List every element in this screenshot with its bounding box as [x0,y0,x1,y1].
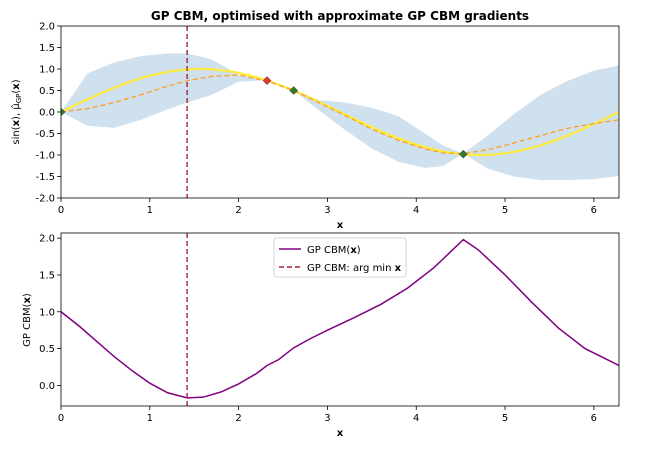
top-y-tick-label: -1.5 [35,172,55,183]
sample-point-marker [262,76,272,85]
sample-point-marker [458,149,468,159]
bottom-x-ticks: 0 1 2 3 4 5 6 [58,406,597,424]
top-y-tick-label: 0.5 [39,86,55,97]
bottom-y-tick-label: 1.0 [39,307,55,318]
confidence-band [61,53,619,180]
bottom-ylabel-part-2: ) [22,293,33,297]
bottom-y-axis-label: GP CBM(x) [22,293,33,347]
top-y-tick-label: 0.0 [39,108,55,119]
bottom-x-tick-label: 5 [502,413,508,424]
bottom-y-tick-label: 1.5 [39,270,55,281]
top-y-ticks: -2.0 -1.5 -1.0 -0.5 0.0 0.5 1.0 1.5 2.0 [35,22,61,205]
bottom-y-tick-label: 0.5 [39,344,55,355]
legend-entry-argmin: GP CBM: arg min x [307,263,402,274]
bottom-x-tick-label: 0 [58,413,64,424]
sample-point-marker [289,86,299,95]
bottom-x-axis-label: x [337,428,344,439]
bottom-y-tick-label: 0.0 [39,381,55,392]
bottom-x-tick-label: 4 [413,413,419,424]
top-ylabel-part-3: μ̂ [10,103,22,110]
top-ylabel-part-0: sin( [11,126,22,144]
series-sin-line [61,67,619,157]
legend-0-part-1: x [350,245,357,256]
top-plot-title: GP CBM, optimised with approximate GP CB… [151,9,529,23]
legend: GP CBM(x) GP CBM: arg min x [273,237,407,278]
bottom-x-tick-label: 3 [324,413,330,424]
top-y-axis-label: sin(x), μ̂GP(x) [10,79,23,144]
top-y-tick-label: 1.0 [39,65,55,76]
legend-1-part-1: x [395,263,402,274]
legend-1-part-0: GP CBM: arg min [307,263,395,274]
bottom-x-tick-label: 6 [591,413,597,424]
top-x-tick-label: 5 [502,205,508,216]
top-x-tick-label: 1 [147,205,153,216]
top-x-tick-label: 6 [591,205,597,216]
series-gp-cbm-line [61,238,619,399]
top-x-tick-label: 0 [58,205,64,216]
top-x-ticks: 0 1 2 3 4 5 6 [58,198,597,216]
top-ylabel-part-7: ) [11,79,22,83]
bottom-y-tick-label: 2.0 [39,234,55,245]
top-x-axis-label: x [337,220,344,231]
top-ylabel-part-1: x [11,119,22,126]
bottom-plot-frame [60,232,620,407]
top-y-tick-label: -1.0 [35,151,55,162]
top-ylabel-part-5: ( [11,90,22,94]
bottom-ylabel-part-0: GP CBM( [22,303,33,346]
top-y-tick-label: 2.0 [39,22,55,33]
top-x-tick-label: 4 [413,205,419,216]
top-x-tick-label: 2 [235,205,241,216]
top-plot: GP CBM, optimised with approximate GP CB… [10,9,620,231]
legend-box [273,237,407,278]
bottom-y-ticks: 0.0 0.5 1.0 1.5 2.0 [39,234,61,392]
top-x-tick-label: 3 [324,205,330,216]
sample-point-marker [61,107,66,117]
bottom-x-tick-label: 2 [235,413,241,424]
series-gp-mean-line [61,74,619,155]
bottom-ylabel-part-1: x [22,297,33,304]
legend-0-part-0: GP CBM( [307,245,350,256]
sample-points [61,76,468,159]
top-y-tick-label: 1.5 [39,43,55,54]
top-ylabel-part-2: ), [11,110,22,120]
top-y-tick-label: -0.5 [35,129,55,140]
legend-entry-gp-cbm: GP CBM(x) [307,245,361,256]
legend-0-part-2: ) [357,245,361,256]
bottom-x-tick-label: 1 [147,413,153,424]
top-ylabel-part-4: GP [15,94,23,104]
top-ylabel-part-6: x [11,83,22,90]
top-y-tick-label: -2.0 [35,194,55,205]
